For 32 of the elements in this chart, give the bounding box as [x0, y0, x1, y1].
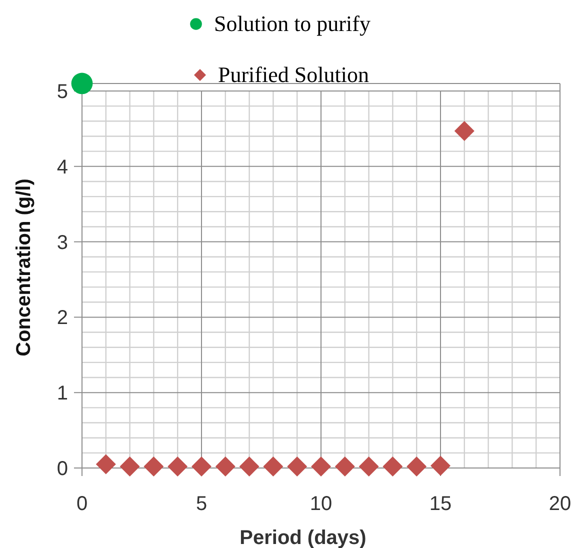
point: [430, 456, 450, 476]
point: [71, 72, 93, 94]
y-tick-label: 2: [56, 307, 68, 330]
point: [454, 120, 474, 141]
point: [120, 456, 140, 476]
point: [382, 456, 403, 476]
point: [239, 456, 260, 476]
point: [263, 456, 284, 476]
x-tick-label: 10: [310, 493, 332, 515]
point: [287, 456, 308, 476]
legend-label: Purified Solution: [218, 62, 369, 87]
y-tick-label: 3: [56, 232, 68, 254]
point: [168, 456, 188, 476]
y-tick-label: 5: [56, 81, 68, 103]
y-tick-label: 0: [56, 458, 68, 480]
x-tick-label: 5: [196, 493, 208, 515]
x-tick-label: 0: [76, 493, 88, 515]
point: [144, 456, 164, 476]
legend-label: Solution to purify: [214, 11, 370, 36]
point: [215, 456, 236, 476]
y-tick-label: 1: [56, 382, 68, 405]
point: [358, 456, 379, 476]
point: [334, 456, 355, 476]
point: [96, 454, 116, 474]
y-axis-title: Concentration (g/l): [13, 178, 35, 356]
point: [192, 456, 212, 476]
x-tick-label: 20: [548, 493, 572, 515]
point: [311, 456, 331, 476]
point: [406, 456, 427, 476]
x-axis-title: Period (days): [240, 527, 366, 548]
x-tick-label: 15: [429, 493, 452, 515]
y-tick-label: 4: [56, 156, 68, 178]
